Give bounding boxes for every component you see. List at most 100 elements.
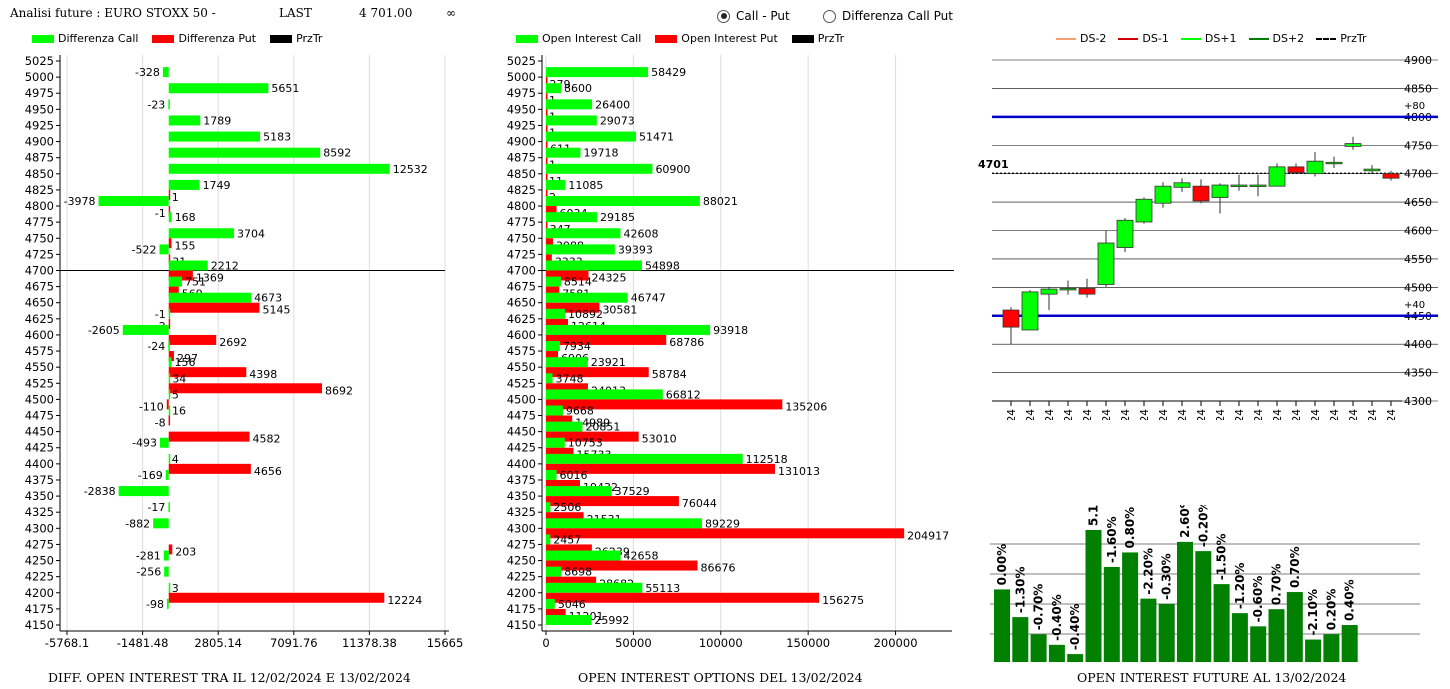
strike-label: 4375 xyxy=(25,473,54,487)
oi-future-label: -0.30% xyxy=(1160,553,1174,600)
strike-label: 4800 xyxy=(25,199,54,213)
put-bar xyxy=(546,173,548,184)
call-value-label: 54898 xyxy=(645,259,680,272)
date-label: 06/02/2024 xyxy=(1272,409,1284,420)
call-value-label: 8592 xyxy=(323,147,351,160)
legend-candle-prztr: PrzTr xyxy=(1316,32,1367,45)
date-label: 01/02/2024 xyxy=(1215,409,1227,420)
put-bar xyxy=(546,463,775,474)
put-bar xyxy=(168,318,171,329)
call-value-label: 4 xyxy=(172,453,179,466)
call-bar xyxy=(546,115,597,126)
put-value-label: 24325 xyxy=(592,271,627,284)
call-value-label: -24 xyxy=(147,340,165,353)
call-bar xyxy=(546,260,642,271)
call-bar xyxy=(546,598,555,609)
call-bar xyxy=(168,147,321,158)
call-bar xyxy=(168,99,170,110)
legend-prztr: PrzTr xyxy=(270,32,322,45)
strike-label: 4400 xyxy=(507,457,536,471)
call-bar xyxy=(546,324,711,335)
oi-future-label: 5.10% xyxy=(1087,505,1101,526)
put-value-label: -110 xyxy=(139,400,164,413)
put-bar xyxy=(546,189,548,200)
call-bar xyxy=(168,582,171,593)
oi-future-label: -0.40% xyxy=(1050,594,1064,641)
put-bar xyxy=(168,592,385,603)
oi-future-label: -0.60% xyxy=(1251,576,1265,623)
call-bar xyxy=(168,405,171,416)
put-bar xyxy=(168,415,171,426)
oi-future-bar xyxy=(1030,634,1047,662)
call-bar xyxy=(546,373,553,384)
strike-label: 4425 xyxy=(25,441,54,455)
y-tick-label: 4850 xyxy=(1404,82,1432,95)
call-bar xyxy=(546,566,562,577)
radio-unselected-icon xyxy=(823,9,836,23)
put-bar xyxy=(546,399,783,410)
call-value-label: 16 xyxy=(172,405,186,418)
put-value-label: 297 xyxy=(177,352,198,365)
put-bar xyxy=(546,157,548,168)
oi-future-bar xyxy=(1103,566,1120,662)
legend-oi-put: Open Interest Put xyxy=(655,32,778,45)
call-bar xyxy=(546,437,565,448)
date-label: 30/01/2024 xyxy=(1177,409,1189,420)
call-bar xyxy=(546,615,592,625)
put-bar xyxy=(168,367,247,378)
put-value-label: 1 xyxy=(172,191,179,204)
date-label: 05/02/2024 xyxy=(1253,409,1265,420)
radio-call-put[interactable]: Call - Put xyxy=(717,9,790,23)
strike-label: 4175 xyxy=(25,602,54,616)
oi-future-bar xyxy=(1048,644,1065,662)
oi-future-label: -1.60% xyxy=(1105,516,1119,563)
call-value-label: 25992 xyxy=(594,614,629,627)
strike-label: 5025 xyxy=(25,54,54,68)
candle-body xyxy=(1287,166,1305,173)
oi-future-bar xyxy=(1286,592,1303,662)
put-bar xyxy=(168,351,174,362)
strike-label: 4325 xyxy=(25,505,54,519)
y-tick-label: 4350 xyxy=(1404,367,1432,380)
put-bar xyxy=(546,512,584,523)
oi-future-bar xyxy=(1323,634,1340,662)
oi-future-bar xyxy=(1213,584,1230,662)
call-value-label: 29073 xyxy=(600,114,635,127)
call-value-label: -256 xyxy=(136,566,161,579)
call-bar xyxy=(546,534,551,545)
infinity-icon: ∞ xyxy=(446,6,456,20)
oi-future-bar xyxy=(1140,598,1157,662)
date-label: 25/01/2024 xyxy=(1120,409,1132,420)
call-bar xyxy=(546,147,581,158)
call-bar xyxy=(165,469,169,480)
x-tick-label: 100000 xyxy=(699,636,743,650)
call-value-label: 46747 xyxy=(631,292,666,305)
put-bar xyxy=(168,254,171,265)
strike-label: 4725 xyxy=(507,247,536,261)
call-value-label: 51471 xyxy=(639,131,674,144)
call-value-label: 5183 xyxy=(263,131,291,144)
put-bar xyxy=(168,334,217,345)
call-value-label: 34 xyxy=(172,372,186,385)
call-value-label: 29185 xyxy=(600,211,635,224)
oi-future-label: -2.10% xyxy=(1306,589,1320,636)
date-label: 09/02/2024 xyxy=(1329,409,1341,420)
put-value-label: 53010 xyxy=(642,433,677,446)
strike-label: 4325 xyxy=(507,505,536,519)
strike-label: 4475 xyxy=(507,409,536,423)
call-bar xyxy=(168,341,170,352)
call-value-label: 1749 xyxy=(203,179,231,192)
call-value-label: 11085 xyxy=(568,179,603,192)
candle-body xyxy=(1363,168,1381,172)
date-label: 29/01/2024 xyxy=(1158,409,1170,420)
oi-future-label: 0.40% xyxy=(1343,579,1357,621)
last-label: LAST xyxy=(279,6,312,20)
call-value-label: 2506 xyxy=(553,501,581,514)
call-value-label: 8514 xyxy=(564,276,592,289)
call-value-label: 58429 xyxy=(651,66,686,79)
date-label: 24/01/2024 xyxy=(1101,409,1113,420)
radio-diff-call-put[interactable]: Differenza Call Put xyxy=(823,9,953,23)
call-bar xyxy=(546,228,621,239)
strike-label: 4300 xyxy=(507,521,536,535)
oi-future-bar xyxy=(1305,639,1322,662)
